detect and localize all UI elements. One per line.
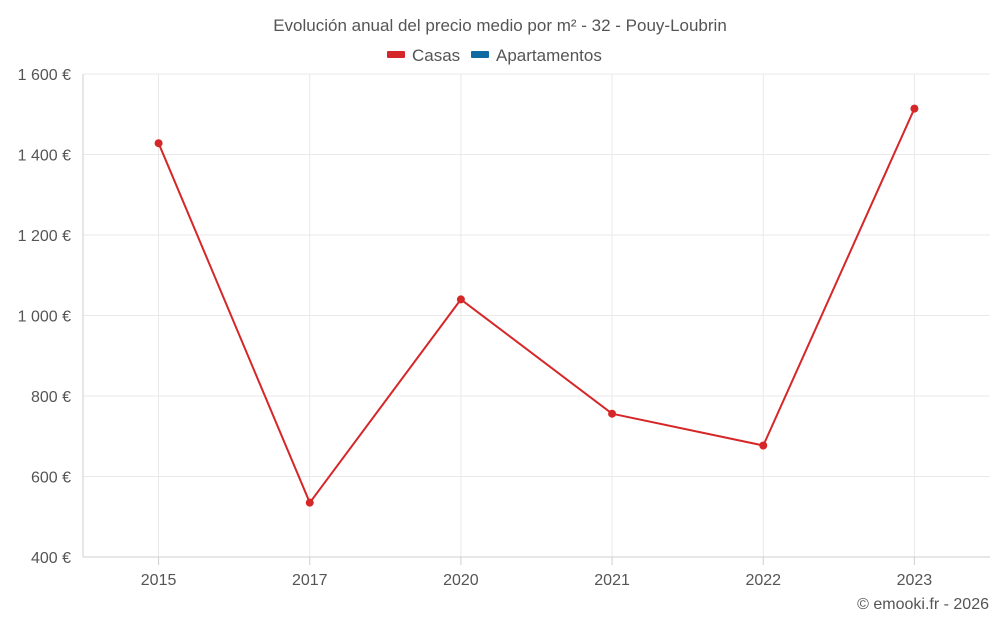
legend-swatch-apartamentos: [471, 51, 489, 58]
x-tick-label: 2022: [745, 572, 781, 589]
y-tick-label: 1 600 €: [18, 67, 71, 84]
data-point-casas[interactable]: [305, 498, 314, 507]
legend-item-apartamentos[interactable]: Apartamentos: [471, 46, 602, 65]
x-tick-label: 2017: [292, 572, 328, 589]
y-tick-label: 1 400 €: [18, 148, 71, 165]
data-point-casas[interactable]: [608, 409, 617, 418]
x-axis: 2015 2017 2020 2021 2022 2023: [83, 556, 990, 589]
y-tick-label: 800 €: [31, 389, 71, 406]
legend-label-casas: Casas: [412, 46, 460, 65]
legend-item-casas[interactable]: Casas: [387, 46, 460, 65]
y-tick-label: 1 000 €: [18, 309, 71, 326]
x-tick-label: 2021: [594, 572, 630, 589]
legend-swatch-casas: [387, 51, 405, 58]
legend: Casas Apartamentos: [387, 46, 602, 65]
x-tick-label: 2020: [443, 572, 479, 589]
y-tick-label: 600 €: [31, 470, 71, 487]
legend-label-apartamentos: Apartamentos: [496, 46, 602, 65]
chart-title: Evolución anual del precio medio por m² …: [273, 16, 727, 35]
series-line-casas: [157, 108, 916, 504]
data-point-casas[interactable]: [456, 295, 465, 304]
data-point-casas[interactable]: [910, 104, 919, 113]
y-axis: 400 € 600 € 800 € 1 000 € 1 200 € 1 400 € 1 60…: [18, 67, 84, 567]
credit: © emooki.fr - 2026: [857, 596, 989, 613]
data-point-casas[interactable]: [154, 139, 163, 148]
x-tick-label: 2023: [897, 572, 933, 589]
data-point-casas[interactable]: [759, 441, 768, 450]
x-tick-label: 2015: [141, 572, 177, 589]
grid: [83, 73, 990, 557]
series-casas: [154, 104, 919, 507]
y-tick-label: 400 €: [31, 550, 71, 567]
y-tick-label: 1 200 €: [18, 228, 71, 245]
